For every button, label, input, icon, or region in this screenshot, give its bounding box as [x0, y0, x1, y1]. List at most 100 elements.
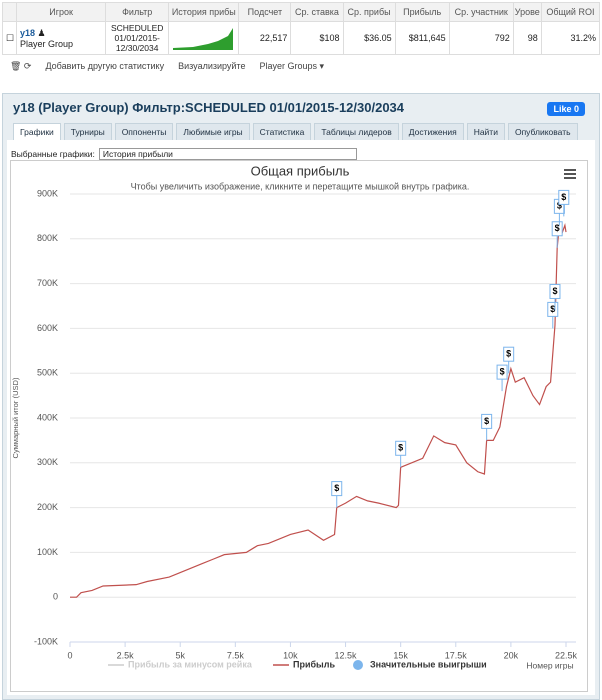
- flag-label: $: [506, 349, 511, 359]
- cell: $36.05: [342, 21, 396, 55]
- filter-line: 01/01/2015-: [114, 33, 160, 43]
- x-tick-label: 20k: [504, 650, 519, 660]
- chart-title: Общая прибыль: [251, 163, 350, 178]
- column-header: Ср. ставка: [290, 2, 344, 22]
- y-tick-label: 300K: [37, 457, 58, 467]
- legend-symbol: [353, 660, 363, 670]
- flag-box: [503, 346, 515, 362]
- legend-label: Прибыль за минусом рейка: [128, 659, 253, 669]
- tab[interactable]: Любимые игры: [176, 123, 250, 141]
- legend-item[interactable]: Прибыль за минусом рейка: [108, 659, 253, 669]
- toolbar: 🗑 ⟳ Добавить другую статистику Визуализи…: [10, 61, 325, 71]
- column-header: Ср. участник: [448, 2, 514, 22]
- toolbar-item[interactable]: Добавить другую статистику: [45, 61, 165, 71]
- flag[interactable]: $: [395, 440, 407, 468]
- y-tick-label: 100K: [37, 547, 58, 557]
- tab[interactable]: Графики: [13, 123, 61, 141]
- flag[interactable]: $: [547, 301, 559, 329]
- select-row: Выбранные графики: История прибыли: [11, 148, 357, 160]
- cell: $811,645: [394, 21, 450, 55]
- legend-label: Значительные выигрыши: [370, 659, 487, 669]
- flag-label: $: [398, 443, 403, 453]
- cell: $108: [290, 21, 344, 55]
- y-tick-label: 900K: [37, 188, 58, 198]
- legend-item[interactable]: Прибыль: [273, 659, 335, 669]
- flag[interactable]: $: [558, 189, 570, 217]
- chart-subtitle: Чтобы увеличить изображение, кликните и …: [131, 181, 470, 191]
- flag-box: [551, 221, 563, 237]
- column-header: Прибыль: [394, 2, 450, 22]
- filter-line: SCHEDULED: [110, 23, 164, 33]
- column-header: Фильтр: [105, 2, 170, 22]
- column-header: [1, 2, 18, 22]
- cell: 98: [512, 21, 542, 55]
- x-axis-title: Номер игры: [526, 660, 573, 670]
- flag-label: $: [550, 304, 555, 314]
- legend-item[interactable]: Значительные выигрыши: [353, 659, 487, 670]
- x-tick-label: 7.5k: [227, 650, 245, 660]
- header-row: Игрок Фильтр История прибы Подсчет Ср. ставк…: [1, 2, 601, 22]
- tab[interactable]: Оппоненты: [114, 123, 174, 141]
- chart: Общая прибыль Чтобы увеличить изображени…: [10, 160, 588, 692]
- x-tick-label: 2.5k: [117, 650, 135, 660]
- x-tick-label: 12.5k: [335, 650, 358, 660]
- y-tick-label: 700K: [37, 278, 58, 288]
- filter-line: 12/30/2034: [115, 43, 159, 53]
- flag-label: $: [555, 223, 560, 233]
- tab[interactable]: Опубликовать: [507, 123, 578, 141]
- flag[interactable]: $: [503, 346, 515, 374]
- flag-box: [496, 364, 508, 380]
- tabs: Графики Турниры Оппоненты Любимые игры Стати…: [13, 123, 578, 141]
- data-row: ☐ y18 ♟ Player Group SCHEDULED 01/01/2015-…: [1, 21, 601, 55]
- menu-icon[interactable]: [564, 169, 576, 179]
- tab[interactable]: Таблицы лидеров: [314, 123, 399, 141]
- flag-label: $: [334, 483, 339, 493]
- flag-label: $: [557, 201, 562, 211]
- legend-label: Прибыль: [293, 659, 335, 669]
- flag-label: $: [552, 286, 557, 296]
- x-tick-label: 15k: [393, 650, 408, 660]
- y-axis-title: Суммарный итог (USD): [11, 377, 20, 458]
- toolbar-item[interactable]: Player Groups ▾: [259, 61, 325, 71]
- flag-label: $: [561, 192, 566, 202]
- group: Player Group: [20, 38, 74, 49]
- flag[interactable]: $: [549, 283, 561, 311]
- stats-table: Игрок Фильтр История прибы Подсчет Ср. ставк…: [1, 2, 601, 55]
- column-header: Подсчет: [238, 2, 292, 22]
- checkbox[interactable]: ☐: [1, 21, 18, 55]
- sparkline: [168, 21, 240, 55]
- flag-box: [547, 301, 559, 317]
- y-tick-label: 400K: [37, 412, 58, 422]
- y-tick-label: 200K: [37, 502, 58, 512]
- y-tick-label: 0: [53, 592, 58, 602]
- y-tick-label: 600K: [37, 323, 58, 333]
- tab[interactable]: Достижения: [401, 123, 464, 141]
- tab[interactable]: Турниры: [63, 123, 112, 141]
- flag[interactable]: $: [551, 221, 563, 248]
- column-header: Урове: [512, 2, 542, 22]
- flag-box: [481, 413, 493, 429]
- column-header: Игрок: [16, 2, 107, 22]
- flag[interactable]: $: [496, 364, 508, 392]
- flag[interactable]: $: [331, 481, 343, 508]
- flag[interactable]: $: [481, 413, 493, 441]
- tab[interactable]: Статистика: [252, 123, 312, 141]
- player[interactable]: y18: [20, 27, 36, 38]
- column-header: История прибы: [168, 2, 240, 22]
- x-tick-label: 17.5k: [445, 650, 468, 660]
- y-tick-label: -100K: [34, 636, 58, 646]
- flag-label: $: [484, 416, 489, 426]
- y-tick-label: 500K: [37, 368, 58, 378]
- toolbar-item[interactable]: Визуализируйте: [178, 61, 246, 71]
- x-tick-label: 5k: [175, 650, 185, 660]
- column-header: Общий ROI: [540, 2, 601, 22]
- cell: 31.2%: [540, 21, 601, 55]
- panel-title: y18 (Player Group) Фильтр:SCHEDULED 01/0…: [13, 100, 405, 115]
- x-tick-label: 10k: [283, 650, 298, 660]
- select[interactable]: История прибыли: [98, 148, 357, 160]
- flag-box: [395, 440, 407, 456]
- tab[interactable]: Найти: [466, 123, 505, 141]
- like-button[interactable]: Like 0: [547, 102, 585, 116]
- flag-box: [331, 481, 343, 497]
